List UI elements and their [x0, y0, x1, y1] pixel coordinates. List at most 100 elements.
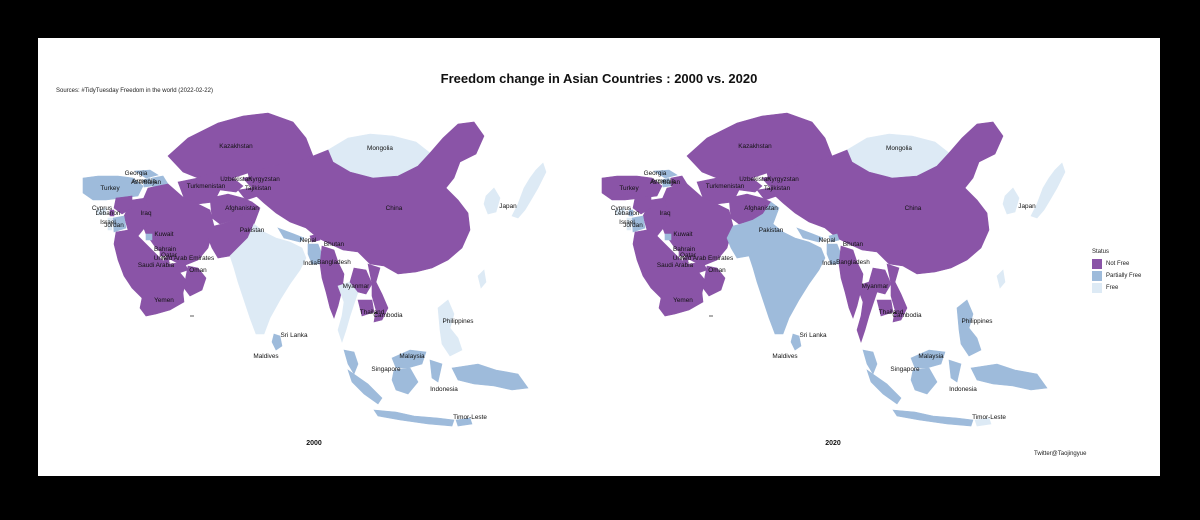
- country-label-philippines: Philippines: [962, 318, 993, 325]
- country-label-india: India: [822, 260, 836, 267]
- country-india: [229, 223, 307, 335]
- country-label-pakistan: Pakistan: [759, 227, 784, 234]
- country-qatar: [163, 256, 170, 266]
- country-georgia: [134, 169, 159, 179]
- country-yemen: [139, 292, 185, 317]
- country-label-japan: Japan: [1018, 203, 1036, 210]
- country-label-maldives: Maldives: [772, 353, 797, 360]
- map-year-2020: 2020: [825, 440, 841, 447]
- country-tajikistan: [756, 187, 778, 201]
- country-label-turkmenistan: Turkmenistan: [706, 183, 745, 190]
- country-thailand: [856, 281, 878, 343]
- country-label-georgia: Georgia: [125, 170, 148, 177]
- country-label-lebanon: Lebanon: [96, 210, 121, 217]
- country-label-saudi-arabia: Saudi Arabia: [138, 262, 175, 269]
- country-bahrain: [678, 251, 684, 257]
- country-label-china: China: [905, 205, 922, 212]
- country-nepal: [277, 227, 305, 243]
- country-taiwan: [996, 269, 1006, 289]
- country-cyprus: [614, 207, 626, 216]
- country-label-oman: Oman: [189, 267, 207, 274]
- country-label-afghanistan: Afghanistan: [225, 205, 259, 212]
- country-kyrgyzstan: [761, 175, 788, 187]
- country-israel: [107, 217, 113, 231]
- country-label-timor-leste: Timor-Leste: [453, 414, 487, 421]
- country-japan: [1030, 162, 1066, 219]
- legend: Status Not Free Partially Free Free: [1092, 249, 1141, 294]
- country-label-saudi-arabia: Saudi Arabia: [657, 262, 694, 269]
- country-philippines: [437, 299, 463, 357]
- country-syria: [632, 195, 652, 215]
- country-label-afghanistan: Afghanistan: [744, 205, 778, 212]
- country-lebanon: [109, 209, 115, 217]
- country-label-bahrain: Bahrain: [673, 246, 695, 253]
- country-korea: [483, 187, 501, 215]
- country-vietnam: [367, 263, 389, 323]
- country-label-jordan: Jordan: [104, 222, 124, 229]
- country-cambodia: [876, 299, 894, 317]
- map-2020: Kazakhstan Mongolia GeorgiaArmeniaAzerbaij…: [601, 112, 1066, 427]
- country-label-bangladesh: Bangladesh: [317, 259, 351, 266]
- country-bahrain: [159, 251, 165, 257]
- country-tajikistan: [237, 187, 259, 201]
- country-japan: [511, 162, 547, 219]
- country-label-kuwait: Kuwait: [673, 231, 692, 238]
- country-label-azerbaijan: Azerbaijan: [650, 179, 681, 186]
- country-laos: [868, 267, 892, 295]
- country-label-tajikistan: Tajikistan: [764, 185, 791, 192]
- country-cambodia: [357, 299, 375, 317]
- country-label-iraq: Iraq: [140, 210, 151, 217]
- country-label-thailand: Thailand: [879, 309, 904, 316]
- country-label-kazakhstan: Kazakhstan: [219, 143, 253, 150]
- country-label-israel: Israel: [619, 219, 635, 226]
- country-label-lebanon: Lebanon: [615, 210, 640, 217]
- country-label-yemen: Yemen: [673, 297, 693, 304]
- country-qatar: [682, 256, 689, 266]
- country-label-myanmar: Myanmar: [862, 283, 890, 290]
- country-china: [247, 121, 485, 275]
- country-label-malaysia: Malaysia: [918, 353, 944, 360]
- country-myanmar: [838, 245, 864, 319]
- chart-title: Freedom change in Asian Countries : 2000…: [440, 71, 758, 86]
- country-label-united-arab-emirates: United Arab Emirates: [154, 255, 214, 262]
- map-2000: Kazakhstan Mongolia GeorgiaArmeniaAzerbaij…: [82, 112, 547, 427]
- country-indonesia: [866, 359, 1048, 427]
- country-vietnam: [886, 263, 908, 323]
- country-bhutan: [309, 233, 321, 243]
- country-label-china: China: [386, 205, 403, 212]
- country-label-oman: Oman: [708, 267, 726, 274]
- country-label-singapore: Singapore: [371, 366, 401, 373]
- country-kuwait: [664, 233, 672, 241]
- country-label-cambodia: Cambodia: [373, 312, 403, 319]
- country-label-nepal: Nepal: [300, 237, 317, 244]
- country-label-qatar: Qatar: [680, 252, 697, 259]
- country-label-kuwait: Kuwait: [154, 231, 173, 238]
- legend-swatch: [1092, 258, 1102, 269]
- country-myanmar: [319, 245, 345, 319]
- country-label-armenia: Armenia: [132, 178, 156, 185]
- country-sri-lanka: [271, 333, 283, 351]
- country-label-philippines: Philippines: [443, 318, 474, 325]
- country-label-uzbekistan: Uzbekistan: [220, 176, 252, 183]
- country-label-cyprus: Cyprus: [611, 205, 631, 212]
- country-malaysia: [862, 349, 946, 375]
- country-label-israel: Israel: [100, 219, 116, 226]
- country-korea: [1002, 187, 1020, 215]
- source-note: Sources: #TidyTuesday Freedom in the wor…: [56, 88, 213, 94]
- legend-title: Status: [1092, 249, 1110, 255]
- country-label-indonesia: Indonesia: [949, 386, 977, 393]
- country-label-iraq: Iraq: [659, 210, 670, 217]
- country-lebanon: [628, 209, 634, 217]
- country-label-united-arab-emirates: United Arab Emirates: [673, 255, 733, 262]
- country-timor-leste: [455, 417, 473, 427]
- country-label-qatar: Qatar: [161, 252, 178, 259]
- country-label-kyrgyzstan: Kyrgyzstan: [248, 176, 280, 183]
- country-label-japan: Japan: [499, 203, 517, 210]
- legend-swatch: [1092, 270, 1102, 281]
- country-label-bangladesh: Bangladesh: [836, 259, 870, 266]
- country-label-turkey: Turkey: [100, 185, 120, 192]
- country-label-sri-lanka: Sri Lanka: [800, 332, 827, 339]
- caption: Twitter@Taojingyue: [1034, 451, 1087, 457]
- country-sri-lanka: [790, 333, 802, 351]
- country-bhutan: [828, 233, 840, 243]
